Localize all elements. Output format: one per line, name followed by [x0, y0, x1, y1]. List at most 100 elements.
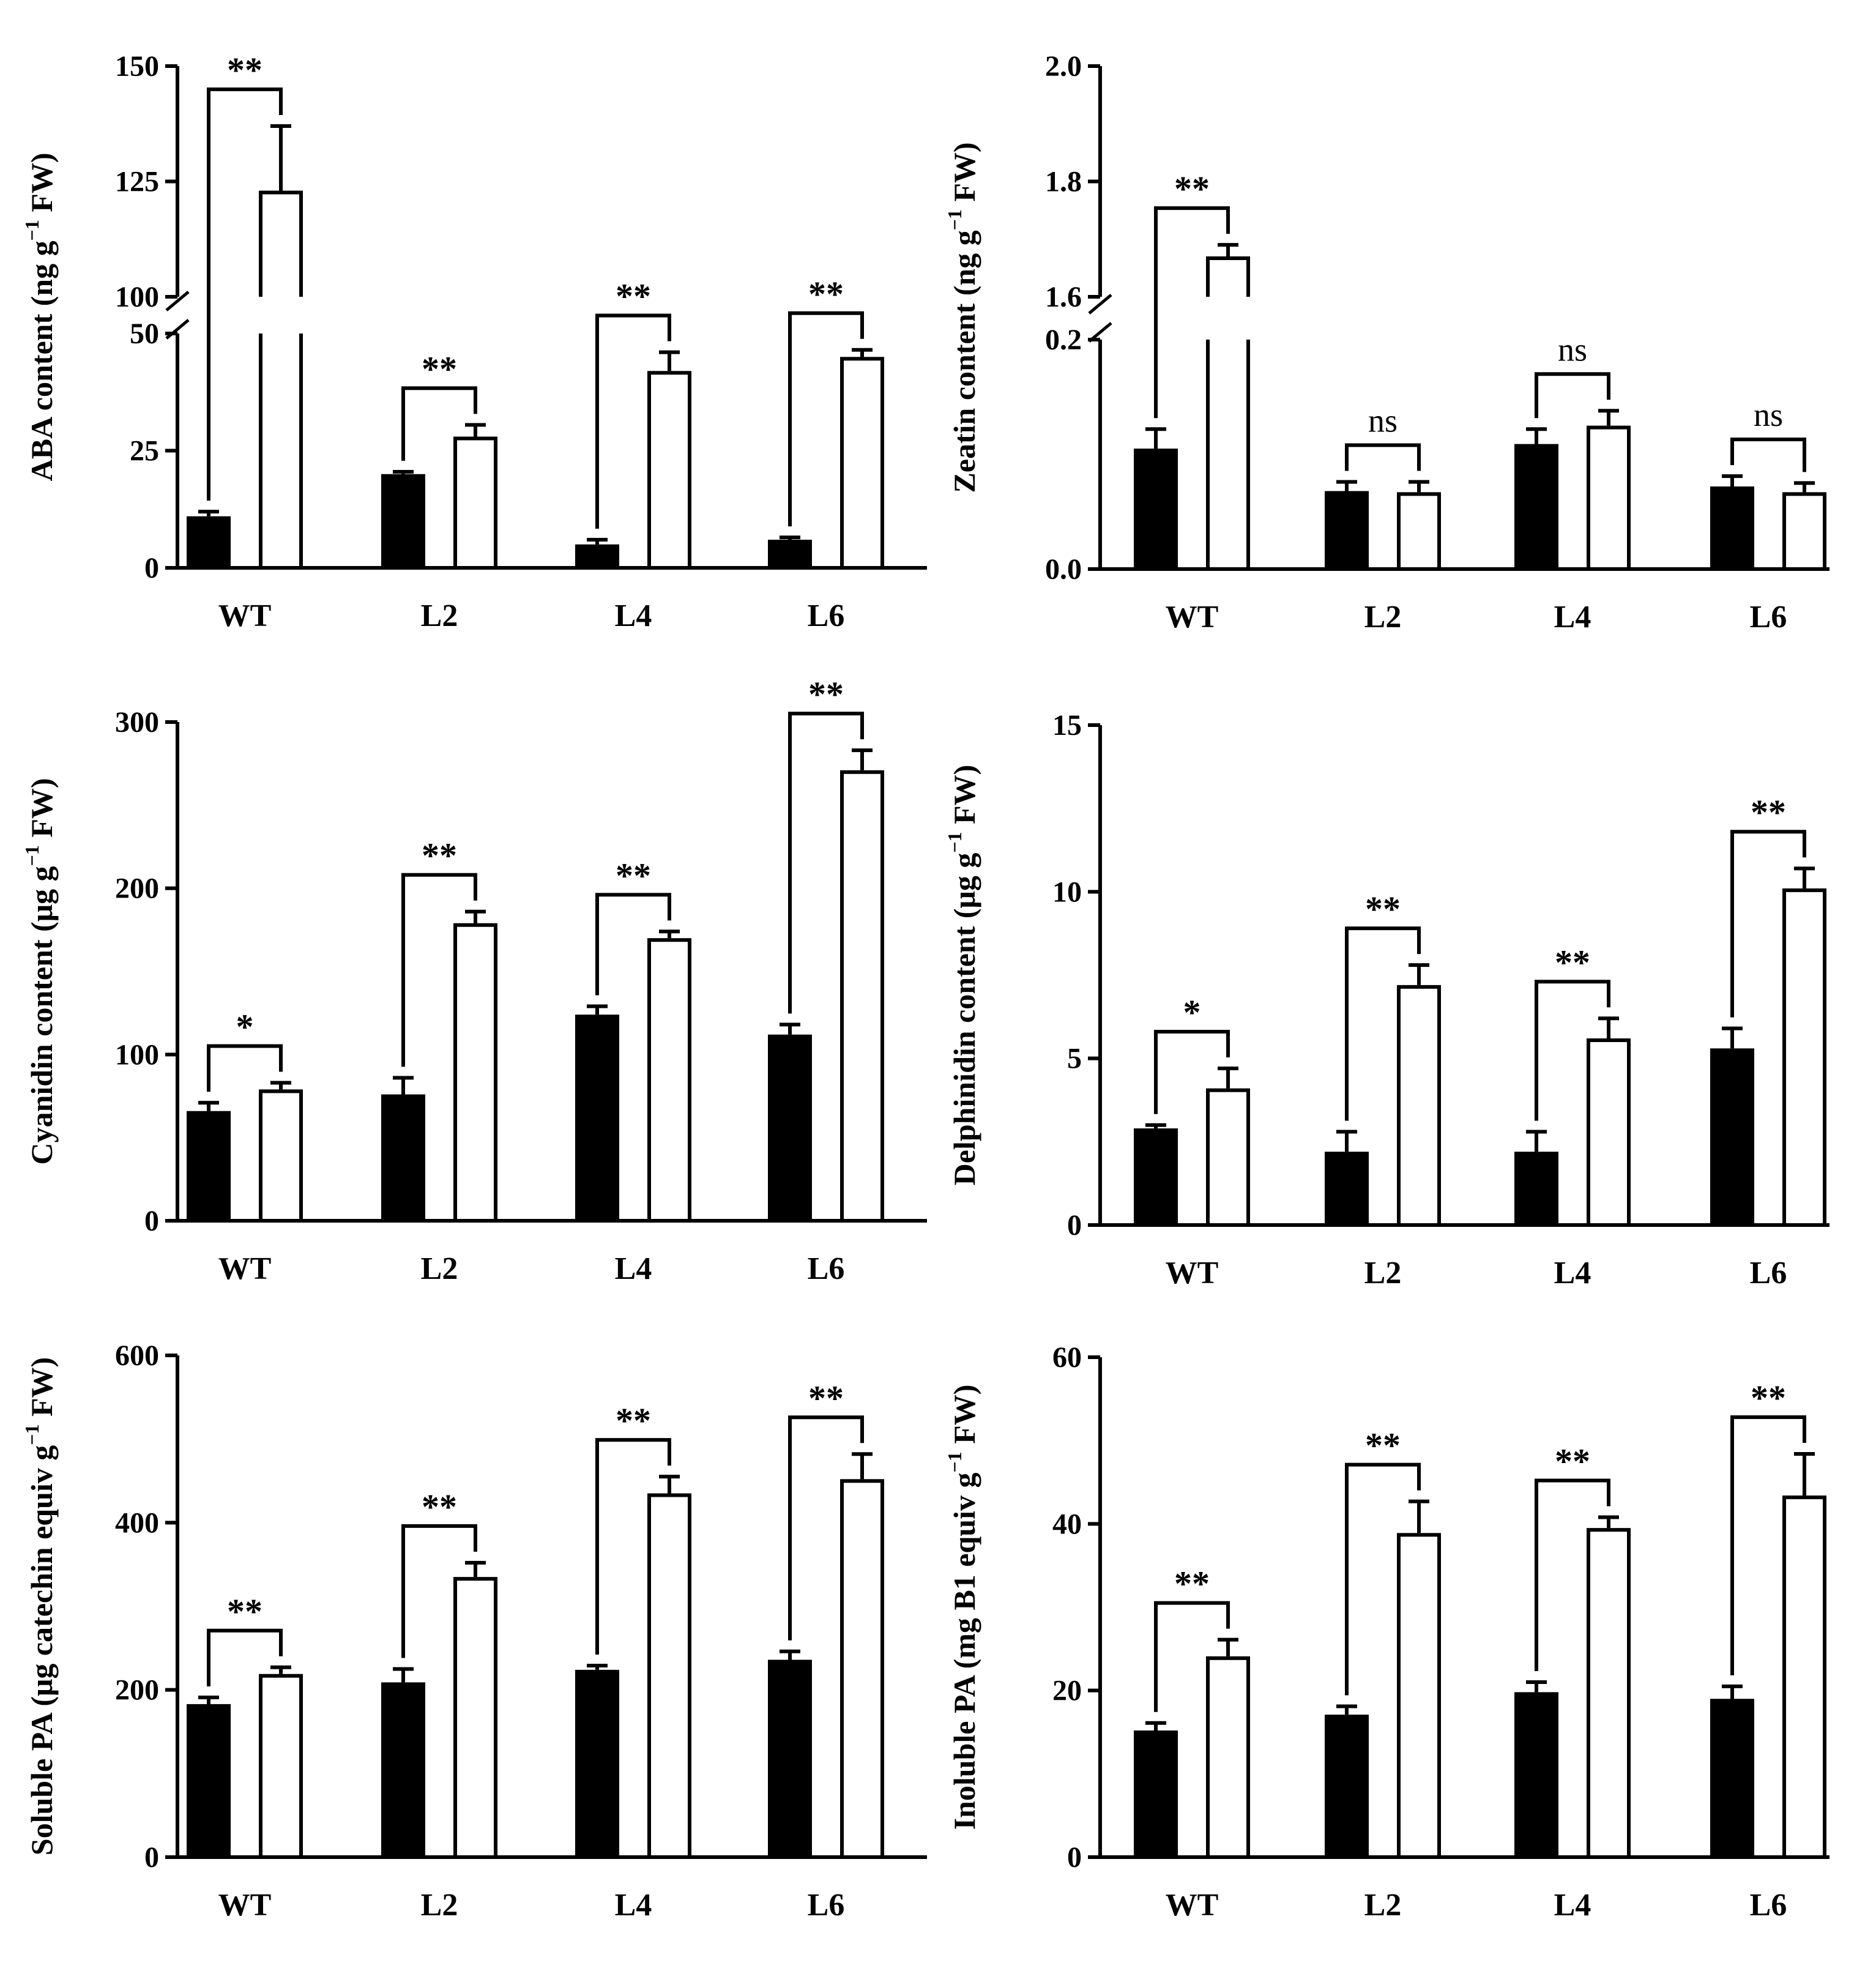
significance-label: **	[227, 50, 262, 90]
significance-label: **	[422, 1487, 457, 1527]
bar-filled-wt	[1134, 1730, 1178, 1857]
y-axis-label-superscript: −1	[944, 832, 966, 852]
y-axis-label-part: FW)	[947, 765, 981, 832]
significance-bracket	[1154, 1030, 1230, 1114]
y-axis-label-part: FW)	[24, 778, 59, 845]
bar-filled-l2	[381, 474, 425, 568]
bar-open-l2	[453, 1577, 497, 1860]
bar-open-wt	[259, 190, 303, 570]
significance-label: **	[1751, 1378, 1786, 1418]
x-category-label: L6	[1750, 1888, 1787, 1923]
bar-filled-l6	[768, 1659, 812, 1857]
bar-filled-l6	[1710, 486, 1754, 569]
y-axis-label-superscript: −1	[944, 209, 966, 230]
significance-bracket	[595, 1438, 671, 1655]
significance-bracket	[401, 1524, 477, 1658]
significance-bracket	[207, 88, 283, 501]
y-axis-label-part: FW)	[947, 1385, 981, 1452]
significance-label: **	[1365, 889, 1401, 929]
y-tick-label: 600	[115, 1339, 159, 1372]
significance-label: **	[1365, 1426, 1401, 1466]
bar-open-l6	[1782, 1496, 1826, 1859]
y-axis-label: Soluble PA (μg catechin equiv g−1 FW)	[21, 1357, 59, 1855]
y-tick-label: 20	[1052, 1675, 1082, 1707]
bar-filled-l2	[1325, 491, 1369, 569]
panel-insoluble_pa: 0 20 40 60 Inoluble PA (mg B1 equiv g−1 FW) *…	[944, 1341, 1829, 1923]
panel-cyanidin: 0 100 200 300 Cyanidin content (μg g−1 FW) * W…	[21, 674, 927, 1286]
significance-label: **	[422, 349, 457, 389]
bar-filled-l2	[1325, 1152, 1369, 1225]
y-tick-label: 1.8	[1045, 166, 1082, 198]
significance-bracket	[1345, 443, 1421, 471]
y-tick-label: 50	[130, 318, 159, 350]
x-category-label: L2	[1364, 1256, 1402, 1291]
y-tick-label: 25	[130, 435, 159, 467]
y-tick-label: 0	[144, 552, 159, 584]
y-axis-label-part: FW)	[24, 1357, 59, 1425]
bar-filled-l4	[1514, 444, 1558, 569]
bar-filled-l6	[1710, 1048, 1754, 1225]
significance-bracket	[401, 873, 477, 1067]
bar-filled-l4	[1514, 1152, 1558, 1225]
y-axis-label-superscript: −1	[21, 220, 43, 240]
bar-open-l2	[453, 923, 497, 1223]
bar-open-l4	[1587, 1038, 1631, 1227]
bar-open-wt	[1206, 1656, 1250, 1860]
y-axis-label: Cyanidin content (μg g−1 FW)	[21, 778, 59, 1164]
y-tick-label: 200	[115, 1674, 159, 1707]
y-tick-label: 0	[144, 1205, 159, 1237]
significance-bracket	[1345, 1462, 1421, 1696]
x-category-label: WT	[1166, 600, 1219, 635]
bar-filled-wt	[1134, 1128, 1178, 1225]
bar-open-l2	[453, 436, 497, 570]
significance-bracket	[1730, 830, 1806, 1018]
y-axis-label-superscript: −1	[21, 1424, 43, 1445]
significance-bracket	[788, 1415, 864, 1641]
y-tick-label: 1.6	[1045, 281, 1082, 313]
y-tick-label: 0.2	[1045, 324, 1082, 356]
y-tick-label: 200	[115, 873, 159, 905]
x-category-label: L2	[421, 1251, 458, 1286]
significance-bracket	[1535, 1478, 1610, 1672]
y-tick-label: 0	[1067, 1209, 1082, 1242]
x-category-label: L4	[615, 1251, 652, 1286]
axis-break-mark	[165, 291, 190, 311]
significance-bracket	[207, 1044, 283, 1092]
x-category-label: L4	[1554, 600, 1591, 635]
bar-open-wt	[259, 1674, 303, 1859]
bar-open-l2	[1397, 1533, 1441, 1860]
x-category-label: L6	[808, 1251, 845, 1286]
y-tick-label: 0	[144, 1841, 159, 1874]
y-axis-label-part: Zeatin content (ng g	[947, 230, 981, 493]
significance-label: ns	[1754, 397, 1783, 433]
significance-label: **	[422, 836, 457, 876]
panel-aba: 0 25 50 100 125 150 ABA content (ng g−1 FW) ** W…	[21, 50, 927, 633]
significance-label: *	[236, 1007, 254, 1047]
significance-bracket	[788, 712, 864, 1014]
x-category-label: L6	[1750, 600, 1787, 635]
bar-filled-l2	[1325, 1715, 1369, 1857]
y-axis-label: Delphinidin content (μg g−1 FW)	[944, 765, 981, 1186]
y-tick-label: 400	[115, 1507, 159, 1539]
significance-bracket	[207, 1628, 283, 1686]
significance-label: **	[808, 274, 844, 314]
y-axis-label: Inoluble PA (mg B1 equiv g−1 FW)	[944, 1385, 981, 1830]
y-axis-label-part: Delphinidin content (μg g	[947, 853, 981, 1186]
panel-delphinidin: 0 5 10 15 Delphinidin content (μg g−1 FW) * WT…	[944, 709, 1829, 1291]
x-category-label: L4	[1554, 1256, 1591, 1291]
y-tick-label: 100	[115, 281, 159, 313]
bar-filled-wt	[187, 1704, 231, 1857]
significance-label: **	[808, 674, 844, 714]
bar-filled-wt	[1134, 449, 1178, 569]
y-axis-label: ABA content (ng g−1 FW)	[21, 152, 59, 481]
significance-label: **	[1555, 942, 1590, 982]
bar-open-l2	[1397, 492, 1441, 571]
x-category-label: L6	[1750, 1256, 1787, 1291]
significance-bracket	[1154, 1601, 1230, 1712]
bar-filled-l2	[381, 1094, 425, 1221]
x-category-label: L4	[1554, 1888, 1591, 1923]
axis-break-gap	[1202, 297, 1254, 340]
significance-label: **	[227, 1592, 262, 1631]
significance-label: **	[1555, 1441, 1590, 1481]
